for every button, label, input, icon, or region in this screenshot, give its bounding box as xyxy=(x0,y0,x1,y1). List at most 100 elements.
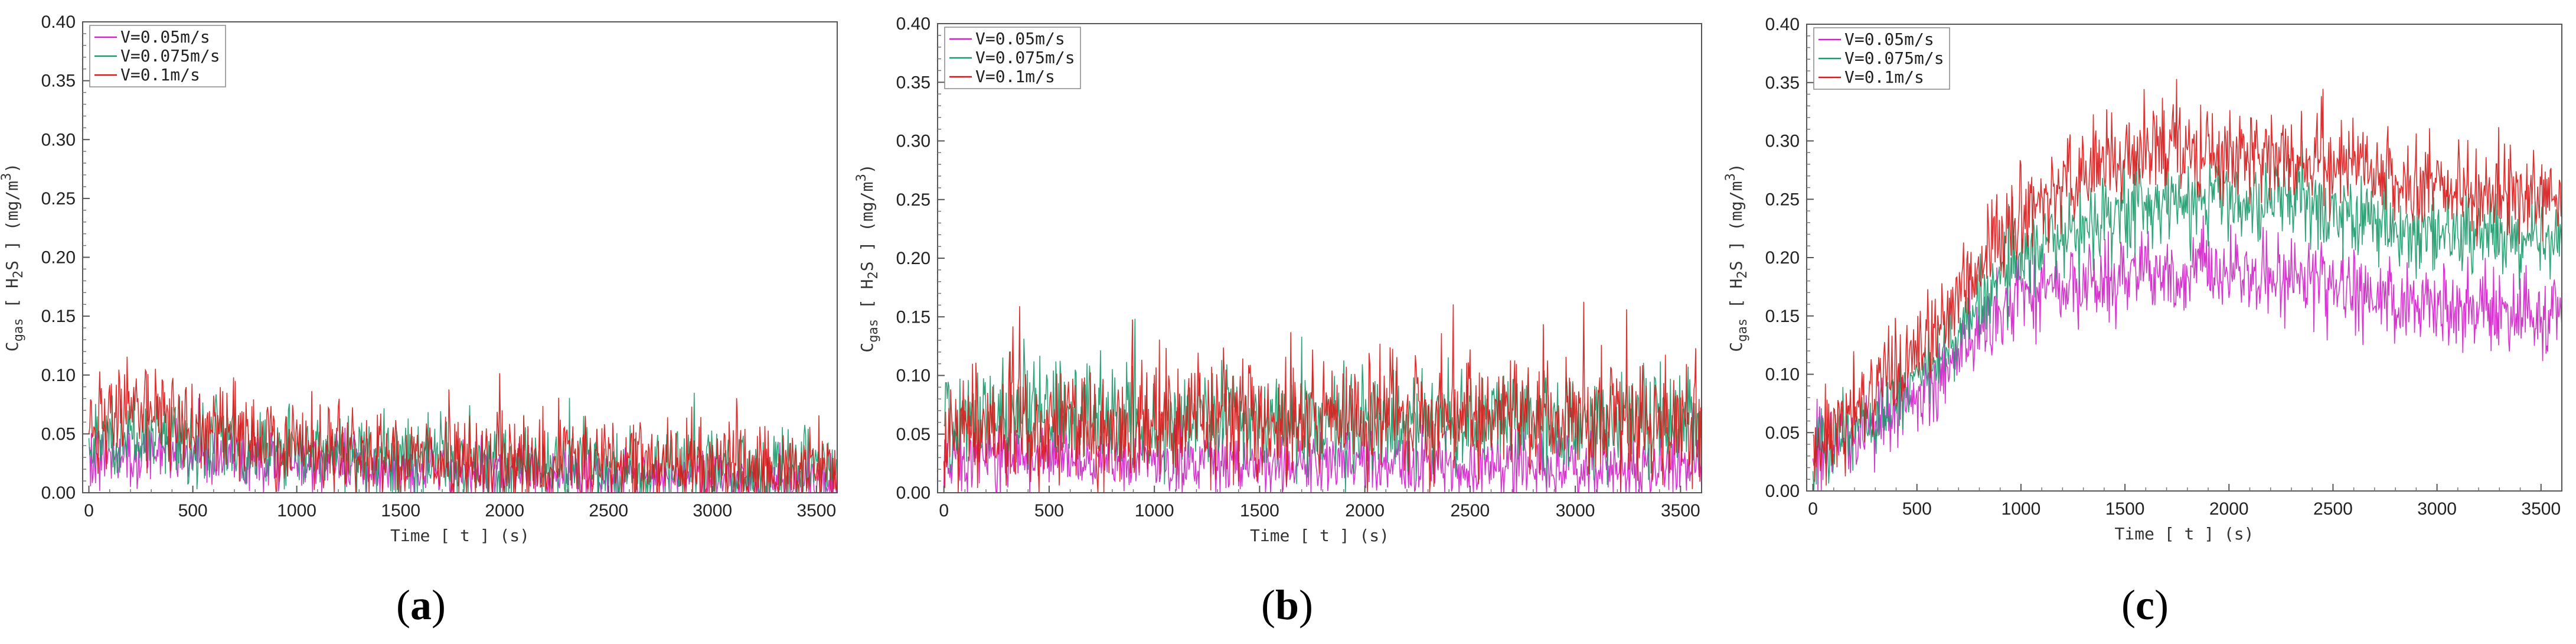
series-group xyxy=(943,301,1702,493)
plot-frame xyxy=(1806,24,2562,492)
legend: V=0.05m/sV=0.075m/sV=0.1m/s xyxy=(89,25,226,87)
y-axis-label-part: 2 xyxy=(1735,271,1750,278)
y-tick-label: 0.35 xyxy=(896,73,931,92)
y-axis-label: Cgas [ H2S ] (mg/m3) xyxy=(0,163,26,352)
y-tick-label: 0.30 xyxy=(41,130,76,149)
y-axis-label-part: S ] xyxy=(2,240,22,271)
y-tick-label: 0.05 xyxy=(1765,423,1800,443)
x-tick-label: 2500 xyxy=(2313,499,2353,519)
series-line-3 xyxy=(88,356,837,493)
y-tick-label: 0.25 xyxy=(41,189,76,209)
y-tick-label: 0.10 xyxy=(41,366,76,385)
y-tick-label: 0.35 xyxy=(1765,73,1800,93)
x-axis-label: Time [ t ] (s) xyxy=(1250,526,1389,545)
series-line-1 xyxy=(89,398,837,493)
series-line-3 xyxy=(943,301,1702,493)
y-axis-label-part: gas xyxy=(1735,318,1750,342)
y-tick-label: 0.40 xyxy=(896,14,931,34)
series-group xyxy=(88,356,837,493)
y-axis-label-part: [ H xyxy=(857,279,877,319)
x-tick-label: 0 xyxy=(1808,499,1818,519)
y-axis-label-part: ) xyxy=(2,163,22,173)
chart-panel-b: 0 500 1000 1500 2000 2500 3000 3500 0.00 0.05 0.10… xyxy=(854,14,1702,629)
x-tick-label: 2000 xyxy=(1345,501,1385,521)
y-axis-label-part: 2 xyxy=(866,271,881,279)
series-group xyxy=(1812,79,2562,491)
caption-letter: b xyxy=(1275,581,1299,629)
y-tick-label: 0.15 xyxy=(1765,307,1800,326)
y-tick-label: 0.15 xyxy=(896,307,931,327)
x-tick-label: 1500 xyxy=(381,501,420,521)
y-tick-label: 0.40 xyxy=(1765,15,1800,34)
x-tick-label: 1000 xyxy=(2002,499,2041,519)
x-tick-label: 1500 xyxy=(2105,499,2145,519)
y-axis-label-part: ) xyxy=(1726,163,1746,173)
y-axis-label-part: C xyxy=(2,341,22,352)
y-axis-label-part: C xyxy=(857,343,877,353)
y-tick-label: 0.25 xyxy=(896,190,931,210)
y-tick-label: 0.10 xyxy=(1765,365,1800,385)
y-axis-label-part: S ] xyxy=(857,242,877,272)
series-line-3 xyxy=(1813,79,2562,486)
y-tick-label: 0.00 xyxy=(1765,482,1800,501)
x-tick-label: 3500 xyxy=(2521,499,2561,519)
x-tick-label: 1500 xyxy=(1240,501,1279,521)
caption-paren: ( xyxy=(396,581,410,629)
y-tick-label: 0.20 xyxy=(896,249,931,268)
x-tick-label: 2000 xyxy=(2209,499,2249,519)
chart-panel-c: 0 500 1000 1500 2000 2500 3000 3500 0.00 0.05 0.10… xyxy=(1723,15,2562,629)
y-tick-label: 0.25 xyxy=(1765,190,1800,209)
y-tick-label: 0.20 xyxy=(41,248,76,268)
y-tick-label: 0.00 xyxy=(41,483,76,503)
y-axis-label-part: [ H xyxy=(2,278,22,318)
legend-entry: V=0.1m/s xyxy=(975,67,1055,86)
panel-caption: (a) xyxy=(396,581,446,629)
y-tick-label: 0.40 xyxy=(41,12,76,32)
x-tick-label: 3000 xyxy=(2417,499,2457,519)
x-tick-label: 2000 xyxy=(485,501,524,521)
legend-entry: V=0.075m/s xyxy=(1844,48,1944,68)
y-tick-label: 0.05 xyxy=(896,425,931,444)
legend-entry: V=0.05m/s xyxy=(975,29,1065,48)
x-tick-label: 500 xyxy=(1034,501,1064,521)
x-tick-label: 2500 xyxy=(589,501,628,521)
y-axis-label: Cgas [ H2S ] (mg/m3) xyxy=(1723,163,1750,352)
y-tick-label: 0.30 xyxy=(896,132,931,151)
y-tick-label: 0.30 xyxy=(1765,132,1800,151)
x-tick-label: 1000 xyxy=(277,501,316,521)
caption-paren: ) xyxy=(2154,581,2169,629)
legend-entry: V=0.05m/s xyxy=(1844,30,1934,49)
y-axis-label: Cgas [ H2S ] (mg/m3) xyxy=(854,164,881,352)
y-axis-label-part: gas xyxy=(866,319,881,343)
y-tick-label: 0.10 xyxy=(896,366,931,386)
panel-caption: (c) xyxy=(2121,581,2169,629)
x-tick-label: 3000 xyxy=(693,501,732,521)
y-axis-label-part: 2 xyxy=(11,271,26,278)
x-tick-label: 0 xyxy=(939,501,949,521)
caption-letter: a xyxy=(410,581,432,629)
y-tick-label: 0.35 xyxy=(41,71,76,91)
x-tick-label: 1000 xyxy=(1135,501,1174,521)
series-line-1 xyxy=(1812,215,2562,491)
y-tick-label: 0.15 xyxy=(41,307,76,326)
caption-letter: c xyxy=(2136,581,2154,629)
y-axis-label-part: ) xyxy=(857,164,877,174)
legend: V=0.05m/sV=0.075m/sV=0.1m/s xyxy=(1813,27,1950,90)
chart-panel-a: 0 500 1000 1500 2000 2500 3000 3500 0.00 0.05 0.10… xyxy=(0,12,838,629)
y-tick-label: 0.00 xyxy=(896,483,931,503)
legend-entry: V=0.075m/s xyxy=(120,46,220,66)
caption-paren: ) xyxy=(1299,581,1313,629)
x-tick-label: 3000 xyxy=(1556,501,1595,521)
x-axis-label: Time [ t ] (s) xyxy=(2114,524,2254,544)
x-tick-label: 0 xyxy=(84,501,94,521)
x-tick-label: 3500 xyxy=(796,501,836,521)
y-axis-label-part: (mg/m xyxy=(1726,181,1746,241)
y-axis-label-part: 3 xyxy=(854,174,869,181)
caption-paren: ) xyxy=(432,581,446,629)
legend-entry: V=0.1m/s xyxy=(120,65,200,84)
y-axis-label-part: [ H xyxy=(1726,279,1746,318)
x-tick-label: 3500 xyxy=(1661,501,1700,521)
y-tick-label: 0.05 xyxy=(41,424,76,444)
legend: V=0.05m/sV=0.075m/sV=0.1m/s xyxy=(944,27,1081,89)
